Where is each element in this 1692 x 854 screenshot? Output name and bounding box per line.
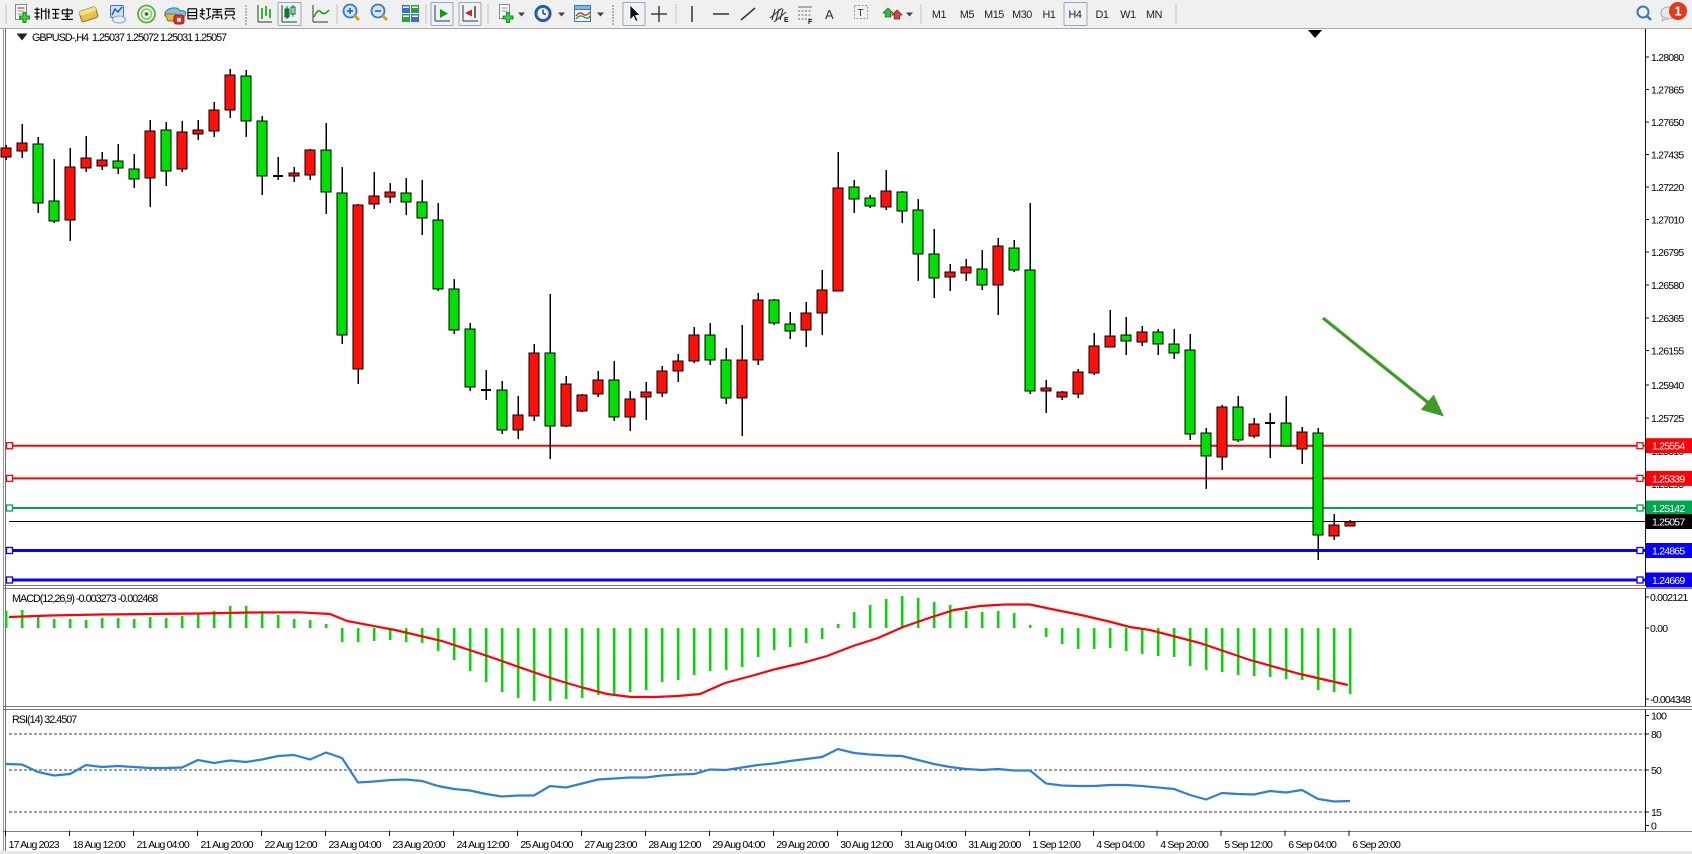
svg-text:31 Aug 04:00: 31 Aug 04:00 [904,839,957,851]
svg-text:18 Aug 12:00: 18 Aug 12:00 [73,839,126,851]
svg-text:30 Aug 12:00: 30 Aug 12:00 [840,839,893,851]
svg-text:E: E [784,17,789,24]
svg-text:31 Aug 20:00: 31 Aug 20:00 [968,839,1021,851]
svg-text:RSI(14) 32.4507: RSI(14) 32.4507 [12,714,77,726]
svg-text:T: T [858,8,864,19]
svg-text:A: A [825,7,834,22]
svg-text:M1: M1 [932,9,947,21]
svg-text:17 Aug 2023: 17 Aug 2023 [9,839,60,851]
svg-text:1.28080: 1.28080 [1651,52,1684,64]
svg-text:W1: W1 [1120,9,1136,21]
svg-text:1.25142: 1.25142 [1652,503,1685,515]
svg-text:1: 1 [1674,4,1681,19]
svg-text:1 Sep 12:00: 1 Sep 12:00 [1032,839,1081,851]
svg-text:1.27220: 1.27220 [1651,182,1684,194]
svg-text:15: 15 [1651,807,1662,819]
svg-text:1.25339: 1.25339 [1652,473,1685,485]
svg-text:50: 50 [1651,765,1662,777]
svg-text:-0.004348: -0.004348 [1650,694,1691,706]
svg-text:1.26365: 1.26365 [1651,313,1684,325]
svg-text:MN: MN [1146,9,1162,21]
svg-text:D1: D1 [1095,9,1108,21]
svg-text:1.24865: 1.24865 [1652,546,1685,558]
svg-text:1.27865: 1.27865 [1651,85,1684,97]
svg-text:80: 80 [1651,729,1662,741]
svg-text:100: 100 [1651,711,1667,723]
svg-text:25 Aug 04:00: 25 Aug 04:00 [520,839,573,851]
svg-text:F: F [808,19,813,26]
svg-text:23 Aug 20:00: 23 Aug 20:00 [393,839,446,851]
svg-text:0.002121: 0.002121 [1650,592,1688,604]
svg-text:5 Sep 12:00: 5 Sep 12:00 [1224,839,1273,851]
svg-text:MACD(12,26,9) -0.003273 -0.002: MACD(12,26,9) -0.003273 -0.002468 [12,593,158,605]
svg-text:M5: M5 [960,9,975,21]
svg-text:1.25554: 1.25554 [1652,441,1685,453]
svg-text:29 Aug 20:00: 29 Aug 20:00 [776,839,829,851]
svg-text:4 Sep 04:00: 4 Sep 04:00 [1096,839,1145,851]
svg-text:22 Aug 12:00: 22 Aug 12:00 [265,839,318,851]
svg-text:21 Aug 04:00: 21 Aug 04:00 [137,839,190,851]
svg-text:0.00: 0.00 [1650,623,1668,635]
svg-text:4 Sep 20:00: 4 Sep 20:00 [1160,839,1209,851]
svg-text:1.25057: 1.25057 [1652,517,1685,529]
svg-text:1.27650: 1.27650 [1651,117,1684,129]
svg-text:1.25940: 1.25940 [1651,380,1684,392]
svg-text:29 Aug 04:00: 29 Aug 04:00 [712,839,765,851]
svg-text:23 Aug 04:00: 23 Aug 04:00 [329,839,382,851]
svg-text:1.25725: 1.25725 [1651,413,1684,425]
svg-text:0: 0 [1651,821,1657,833]
svg-text:GBPUSD-,H4 1.25037 1.25072 1.: GBPUSD-,H4 1.25037 1.25072 1.25031 1.250… [32,32,227,44]
svg-text:1.26155: 1.26155 [1651,346,1684,358]
svg-text:28 Aug 12:00: 28 Aug 12:00 [648,839,701,851]
svg-text:1.27435: 1.27435 [1651,150,1684,162]
svg-text:1.27010: 1.27010 [1651,215,1684,227]
svg-text:M30: M30 [1012,9,1032,21]
svg-text:H4: H4 [1068,9,1081,21]
svg-text:1.26580: 1.26580 [1651,280,1684,292]
svg-text:6 Sep 20:00: 6 Sep 20:00 [1352,839,1401,851]
svg-text:21 Aug 20:00: 21 Aug 20:00 [201,839,254,851]
svg-text:27 Aug 23:00: 27 Aug 23:00 [584,839,637,851]
svg-text:6 Sep 04:00: 6 Sep 04:00 [1288,839,1337,851]
svg-text:H1: H1 [1042,9,1055,21]
svg-text:1.24669: 1.24669 [1652,575,1685,587]
svg-text:M15: M15 [984,9,1004,21]
svg-text:24 Aug 12:00: 24 Aug 12:00 [457,839,510,851]
svg-text:1.26795: 1.26795 [1651,247,1684,259]
